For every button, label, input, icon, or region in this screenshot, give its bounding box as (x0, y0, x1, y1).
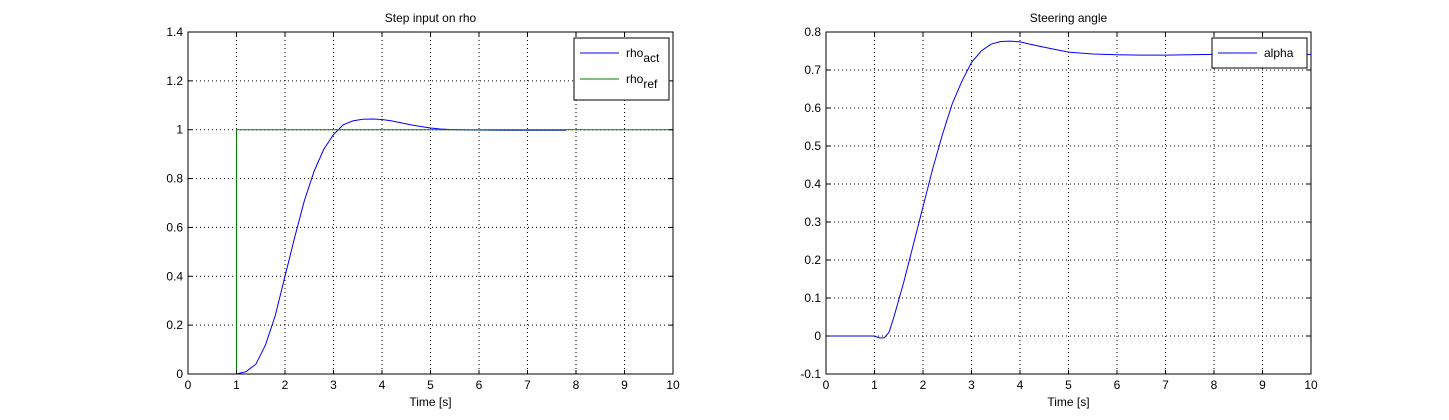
x-tick-label: 3 (968, 378, 975, 392)
x-tick-label: 2 (282, 378, 289, 392)
y-tick-label: 0.4 (804, 177, 821, 191)
y-tick-label: 0.6 (804, 101, 821, 115)
x-tick-label: 6 (476, 378, 483, 392)
y-tick-label: 0 (176, 367, 183, 381)
y-tick-label: -0.1 (800, 367, 821, 381)
x-tick-label: 7 (524, 378, 531, 392)
chart-1: 0 1 2 3 4 5 6 7 8 9 10 0 0.2 0.4 0.6 0.8 1 1.2 1.4 Step inp… (166, 11, 680, 409)
legend-box (573, 37, 670, 101)
x-axis-label: Time [s] (409, 395, 451, 409)
y-tick-label: 0.7 (804, 63, 821, 77)
y-tick-label: 1.4 (166, 25, 183, 39)
x-tick-label: 7 (1162, 378, 1169, 392)
y-tick-label: 0 (814, 329, 821, 343)
y-tick-label: 0.8 (166, 172, 183, 186)
x-tick-label: 0 (823, 378, 830, 392)
y-tick-label: 0.2 (166, 318, 183, 332)
legend-label: rhoref (626, 72, 658, 91)
legend: rhoact rhoref (573, 37, 670, 101)
x-tick-label: 1 (871, 378, 878, 392)
chart-title: Steering angle (1030, 11, 1108, 25)
x-tick-label: 8 (1211, 378, 1218, 392)
chart-2: 0 1 2 3 4 5 6 7 8 9 10-0.100.10.20.30.40.50.60.70.… (800, 11, 1318, 409)
x-tick-label: 8 (573, 378, 580, 392)
x-tick-label: 9 (1259, 378, 1266, 392)
y-tick-label: 0.2 (804, 253, 821, 267)
y-tick-label: 0.4 (166, 269, 183, 283)
x-tick-label: 1 (233, 378, 240, 392)
y-tick-label: 0.8 (804, 25, 821, 39)
x-tick-label: 2 (920, 378, 927, 392)
y-tick-label: 1.2 (166, 74, 183, 88)
x-tick-label: 3 (330, 378, 337, 392)
y-tick-label: 0.6 (166, 220, 183, 234)
series-line-alpha (826, 40, 1311, 339)
plot-area (826, 32, 1311, 374)
x-tick-label: 6 (1114, 378, 1121, 392)
x-tick-label: 10 (1304, 378, 1318, 392)
y-tick-label: 1 (176, 123, 183, 137)
x-tick-label: 9 (621, 378, 628, 392)
legend: alpha (1211, 37, 1308, 69)
legend-label: rhoact (626, 46, 660, 65)
x-tick-label: 5 (427, 378, 434, 392)
x-tick-label: 4 (379, 378, 386, 392)
chart-title: Step input on rho (385, 11, 477, 25)
x-tick-label: 0 (185, 378, 192, 392)
y-tick-label: 0.5 (804, 139, 821, 153)
x-axis-label: Time [s] (1047, 395, 1089, 409)
x-tick-label: 4 (1017, 378, 1024, 392)
legend-label: alpha (1264, 46, 1294, 60)
x-tick-label: 10 (666, 378, 680, 392)
x-tick-label: 5 (1065, 378, 1072, 392)
y-tick-label: 0.1 (804, 291, 821, 305)
y-tick-label: 0.3 (804, 215, 821, 229)
